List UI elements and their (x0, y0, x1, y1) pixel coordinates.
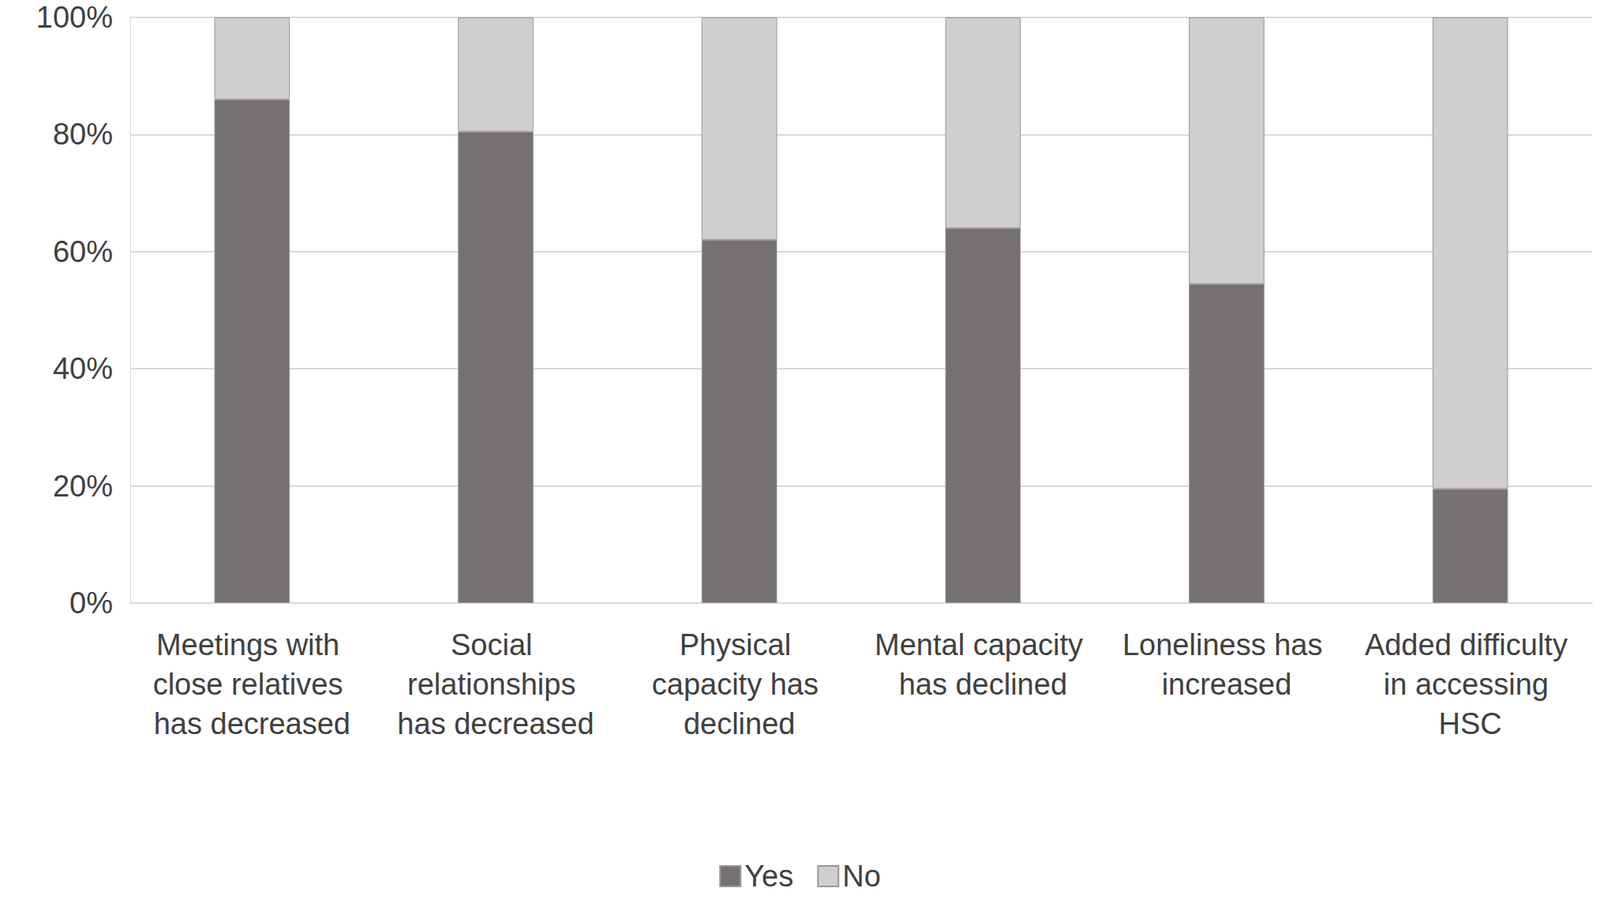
svg-text:Added difficulty: Added difficulty (1364, 628, 1577, 662)
svg-text:0%: 0% (69, 586, 113, 620)
svg-text:increased: increased (1161, 667, 1293, 701)
svg-text:100%: 100% (36, 0, 113, 34)
svg-text:capacity has: capacity has (651, 667, 828, 701)
svg-text:No: No (842, 859, 881, 893)
svg-text:relationships: relationships (407, 667, 585, 701)
svg-text:has declined: has declined (899, 667, 1068, 701)
svg-text:Yes: Yes (744, 859, 794, 893)
svg-text:80%: 80% (52, 117, 113, 151)
svg-text:60%: 60% (52, 235, 113, 269)
svg-text:close relatives: close relatives (153, 667, 352, 701)
svg-text:Mental capacity: Mental capacity (874, 628, 1092, 662)
svg-text:has decreased: has decreased (397, 707, 594, 741)
svg-text:20%: 20% (52, 469, 113, 503)
svg-text:40%: 40% (52, 352, 113, 386)
svg-text:Physical: Physical (679, 628, 800, 662)
svg-text:HSC: HSC (1438, 707, 1503, 741)
svg-text:in accessing: in accessing (1383, 667, 1558, 701)
svg-text:Loneliness has: Loneliness has (1122, 628, 1331, 662)
svg-text:Meetings with: Meetings with (156, 628, 349, 662)
svg-text:has decreased: has decreased (153, 707, 351, 741)
svg-text:declined: declined (683, 707, 796, 741)
svg-text:Social: Social (450, 628, 541, 662)
